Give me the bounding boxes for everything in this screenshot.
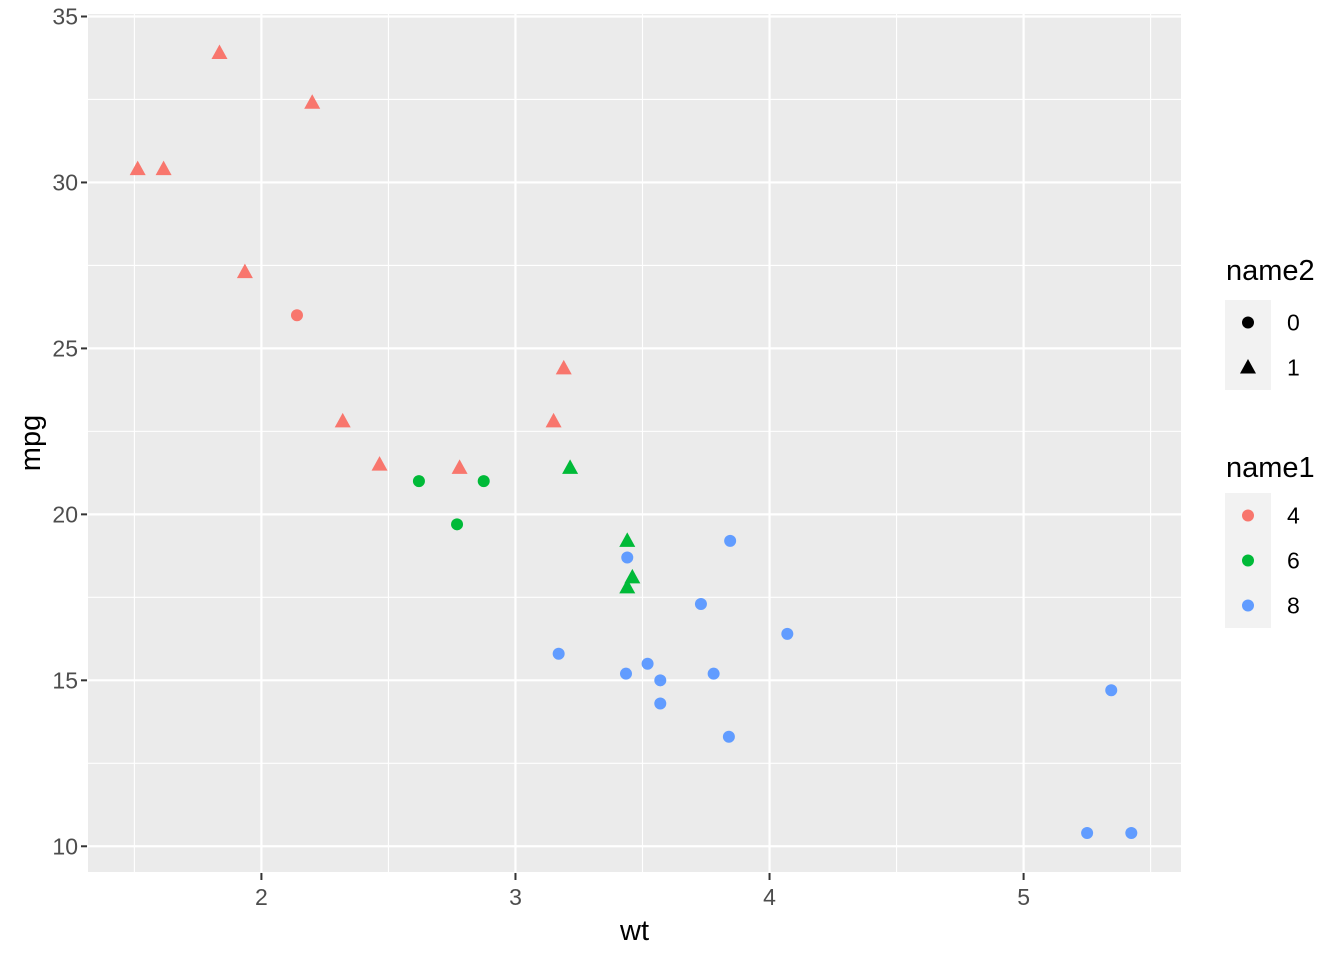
- data-point: [545, 412, 562, 428]
- legend-label: 1: [1287, 355, 1300, 381]
- data-point: [1105, 684, 1118, 697]
- data-point: [236, 263, 253, 279]
- legend-label: 4: [1287, 503, 1300, 529]
- data-point: [654, 697, 667, 710]
- data-point: [722, 730, 735, 743]
- x-tick-label: 3: [509, 884, 522, 910]
- series-4: [129, 44, 572, 474]
- legend-name2: [1225, 300, 1271, 390]
- circle-legend-marker: [1242, 316, 1254, 329]
- legend-name1: [1225, 493, 1271, 628]
- data-point: [451, 459, 468, 474]
- y-tick-label: 25: [52, 335, 78, 361]
- series-6: [412, 459, 641, 594]
- legend-title: name2: [1226, 255, 1315, 287]
- x-axis-title: wt: [619, 915, 649, 947]
- data-point: [477, 475, 490, 488]
- data-point: [1125, 827, 1138, 839]
- y-tick-label: 15: [52, 667, 78, 693]
- data-point: [1081, 827, 1094, 839]
- data-point: [619, 532, 636, 547]
- data-point: [619, 578, 636, 594]
- circle-legend-marker: [1242, 554, 1254, 567]
- data-point: [129, 160, 146, 176]
- data-point: [641, 657, 654, 670]
- data-point: [654, 674, 667, 687]
- data-point: [619, 667, 632, 680]
- data-point: [451, 518, 464, 531]
- data-point: [211, 44, 228, 59]
- data-point: [624, 568, 641, 584]
- circle-legend-marker: [1242, 599, 1254, 612]
- data-point: [724, 534, 737, 547]
- data-point: [694, 597, 707, 610]
- x-tick-label: 2: [255, 884, 268, 910]
- legend-label: 0: [1287, 310, 1300, 336]
- data-point: [621, 551, 634, 564]
- data-point: [155, 160, 172, 176]
- legend-label: 8: [1287, 593, 1300, 619]
- y-tick-label: 20: [52, 501, 78, 527]
- data-point: [334, 412, 351, 428]
- legend-title: name1: [1226, 452, 1315, 484]
- triangle-legend-marker: [1240, 359, 1256, 374]
- data-point: [781, 627, 794, 640]
- data-point: [304, 94, 321, 109]
- y-axis-title: mpg: [15, 415, 47, 471]
- y-tick-label: 35: [52, 3, 78, 29]
- data-point: [707, 667, 720, 680]
- x-tick-label: 4: [763, 884, 776, 910]
- data-point: [412, 475, 425, 488]
- chart-panel: [88, 14, 1181, 872]
- y-tick-label: 30: [52, 169, 78, 195]
- circle-legend-marker: [1242, 509, 1254, 522]
- series-8: [552, 534, 1138, 839]
- data-point: [552, 647, 565, 660]
- data-point: [290, 309, 303, 322]
- data-point: [371, 456, 388, 471]
- data-point: [555, 359, 572, 375]
- data-point: [562, 459, 579, 474]
- legend-label: 6: [1287, 548, 1300, 574]
- y-tick-label: 10: [52, 833, 78, 859]
- x-tick-label: 5: [1017, 884, 1030, 910]
